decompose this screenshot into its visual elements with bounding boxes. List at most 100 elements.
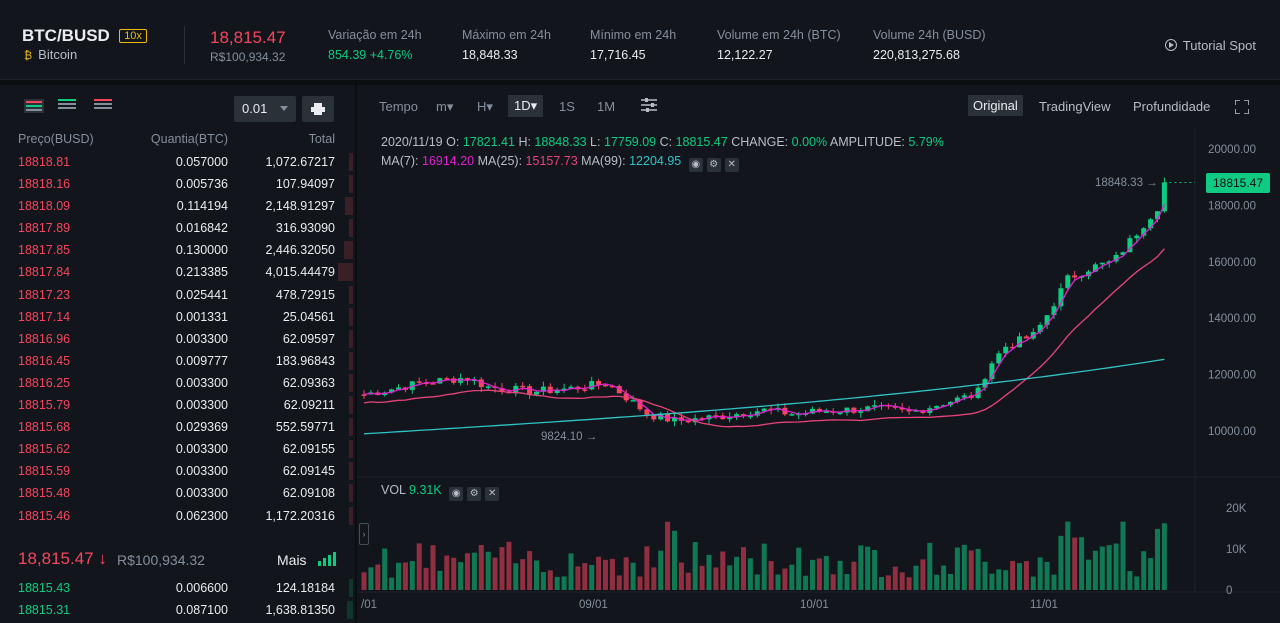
depth-bar bbox=[347, 601, 353, 620]
ask-row[interactable]: 18816.25 0.003300 62.09363 bbox=[0, 372, 355, 394]
order-total: 107.94097 bbox=[275, 177, 335, 192]
interval-minutes[interactable]: m▾ bbox=[436, 99, 454, 114]
candle-body bbox=[451, 378, 457, 383]
pair-name[interactable]: BTC/BUSD bbox=[22, 26, 110, 45]
asks-list: 18818.81 0.057000 1,072.67217 18818.16 0.005… bbox=[0, 151, 355, 527]
order-qty: 0.057000 bbox=[175, 155, 228, 169]
settings-icon[interactable]: ⚙ bbox=[467, 487, 482, 501]
order-price: 18817.84 bbox=[18, 265, 71, 280]
candle-body bbox=[513, 385, 519, 394]
ask-row[interactable]: 18816.45 0.009777 183.96843 bbox=[0, 350, 355, 372]
candle-body bbox=[816, 408, 822, 412]
view-tradingview-tab[interactable]: TradingView bbox=[1039, 99, 1111, 114]
volume-bar bbox=[582, 563, 588, 590]
interval-hours[interactable]: H▾ bbox=[477, 99, 493, 114]
ask-row[interactable]: 18818.81 0.057000 1,072.67217 bbox=[0, 151, 355, 173]
ask-row[interactable]: 18817.23 0.025441 478.72915 bbox=[0, 284, 355, 306]
eye-icon[interactable]: ◉ bbox=[449, 487, 464, 501]
interval-1m[interactable]: 1M bbox=[597, 99, 616, 114]
volume-bar bbox=[437, 570, 443, 590]
ask-row[interactable]: 18815.79 0.003300 62.09211 bbox=[0, 394, 355, 416]
mid-price[interactable]: 18,815.47 ↓ bbox=[18, 549, 107, 568]
collapse-arrow-icon[interactable]: › bbox=[359, 523, 369, 545]
ask-row[interactable]: 18815.46 0.062300 1,172.20316 bbox=[0, 505, 355, 527]
order-total: 1,638.81350 bbox=[265, 603, 335, 618]
close-icon[interactable]: ✕ bbox=[724, 158, 739, 172]
y-tick-label: 20000.00 bbox=[1208, 144, 1256, 156]
volume-bar bbox=[865, 546, 871, 590]
ask-row[interactable]: 18817.14 0.001331 25.04561 bbox=[0, 306, 355, 328]
volume-bar bbox=[568, 553, 574, 590]
orderbook-bids-view-icon[interactable] bbox=[58, 99, 78, 113]
candle-body bbox=[961, 395, 967, 398]
view-depth-tab[interactable]: Profundidade bbox=[1133, 99, 1211, 114]
candle-body bbox=[637, 400, 643, 410]
orderbook-asks-view-icon[interactable] bbox=[94, 99, 114, 113]
tutorial-spot-link[interactable]: Tutorial Spot bbox=[1164, 38, 1256, 53]
volume-bar bbox=[1065, 521, 1071, 590]
vol-tick-label: 10K bbox=[1226, 544, 1247, 556]
candle-body bbox=[499, 387, 505, 392]
order-price: 18818.81 bbox=[18, 155, 71, 169]
time-label[interactable]: Tempo bbox=[379, 99, 419, 114]
volume-bar bbox=[534, 560, 539, 590]
volume-bar bbox=[948, 573, 953, 590]
volume-info: VOL 9.31K ◉ ⚙ ✕ bbox=[381, 483, 500, 501]
signal-bars-icon[interactable] bbox=[318, 552, 336, 566]
y-tick-label: 18000.00 bbox=[1208, 200, 1256, 212]
volume-bar bbox=[858, 545, 864, 590]
candle-body bbox=[1099, 262, 1105, 265]
ask-row[interactable]: 18818.09 0.114194 2,148.91297 bbox=[0, 195, 355, 217]
ask-row[interactable]: 18815.59 0.003300 62.09145 bbox=[0, 460, 355, 482]
volume-bar bbox=[941, 565, 947, 590]
orderbook-settings-button[interactable] bbox=[302, 96, 334, 122]
stat-high-24h: Máximo em 24h 18,848.33 bbox=[462, 28, 551, 62]
bid-row[interactable]: 18815.43 0.006600 124.18184 bbox=[0, 577, 355, 599]
ask-row[interactable]: 18815.68 0.029369 552.59771 bbox=[0, 416, 355, 438]
bitcoin-icon: ₿ bbox=[24, 50, 33, 62]
volume-bar bbox=[485, 551, 491, 590]
ask-row[interactable]: 18818.16 0.005736 107.94097 bbox=[0, 173, 355, 195]
candle-body bbox=[568, 386, 574, 389]
ask-row[interactable]: 18815.62 0.003300 62.09155 bbox=[0, 438, 355, 460]
candle-body bbox=[734, 414, 740, 418]
volume-bar bbox=[389, 577, 395, 590]
interval-1d[interactable]: 1D▾ bbox=[508, 95, 544, 117]
view-original-tab[interactable]: Original bbox=[968, 95, 1023, 116]
volume-bar bbox=[444, 555, 450, 590]
interval-1w[interactable]: 1S bbox=[559, 99, 575, 114]
order-price: 18815.46 bbox=[18, 508, 71, 523]
ask-row[interactable]: 18816.96 0.003300 62.09597 bbox=[0, 328, 355, 350]
candlestick-chart[interactable]: 20000.00 18000.00 16000.00 14000.00 12000.00… bbox=[357, 85, 1280, 623]
order-price: 18818.16 bbox=[18, 177, 71, 192]
order-total: 316.93090 bbox=[275, 221, 335, 236]
volume-bar bbox=[913, 565, 919, 590]
more-link[interactable]: Mais bbox=[277, 552, 307, 568]
bid-row[interactable]: 18815.31 0.087100 1,638.81350 bbox=[0, 599, 355, 621]
stat-volume-busd: Volume 24h (BUSD) 220,813,275.68 bbox=[873, 28, 986, 62]
eye-icon[interactable]: ◉ bbox=[688, 158, 703, 172]
candle-body bbox=[644, 409, 650, 415]
depth-bar bbox=[349, 285, 353, 304]
settings-icon[interactable]: ⚙ bbox=[706, 158, 721, 172]
precision-select[interactable]: 0.01 bbox=[234, 96, 296, 122]
ask-row[interactable]: 18817.85 0.130000 2,446.32050 bbox=[0, 239, 355, 261]
volume-bar bbox=[961, 544, 967, 590]
close-icon[interactable]: ✕ bbox=[485, 487, 500, 501]
ask-row[interactable]: 18817.89 0.016842 316.93090 bbox=[0, 217, 355, 239]
ask-row[interactable]: 18817.84 0.213385 4,015.44479 bbox=[0, 261, 355, 283]
indicator-settings-icon[interactable] bbox=[641, 98, 657, 115]
candle-body bbox=[1065, 275, 1071, 289]
ma7-line bbox=[363, 204, 1165, 422]
orderbook-both-view-icon[interactable] bbox=[24, 99, 44, 113]
ask-row[interactable]: 18815.48 0.003300 62.09108 bbox=[0, 482, 355, 504]
volume-bar bbox=[1161, 523, 1167, 590]
order-price: 18817.85 bbox=[18, 243, 71, 258]
candle-body bbox=[872, 405, 878, 407]
candle-body bbox=[906, 409, 912, 412]
order-total: 552.59771 bbox=[275, 420, 335, 435]
pair-title[interactable]: BTC/BUSD 10x bbox=[22, 26, 147, 46]
candle-body bbox=[727, 417, 733, 420]
candle-body bbox=[851, 407, 857, 413]
chart-toolbar: Tempo m▾ H▾ 1D▾ 1S 1M Original TradingVi… bbox=[357, 85, 1280, 127]
